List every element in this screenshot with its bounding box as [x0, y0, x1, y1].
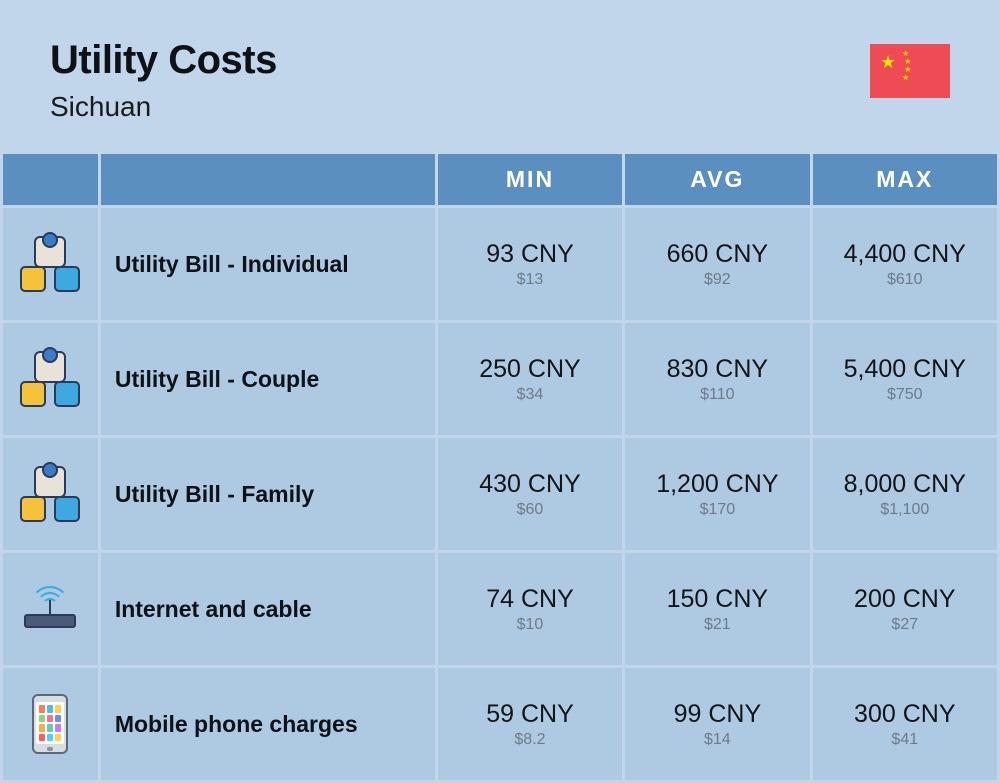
row-label: Utility Bill - Family	[101, 438, 435, 550]
avg-primary: 660 CNY	[625, 240, 809, 269]
max-secondary: $750	[813, 386, 997, 404]
cell-max: 5,400 CNY $750	[813, 323, 997, 435]
table-row: Internet and cable74 CNY $10150 CNY $21200…	[3, 553, 997, 665]
table-row: Utility Bill - Couple250 CNY $34830 CNY $1…	[3, 323, 997, 435]
row-icon-cell	[3, 668, 98, 780]
min-primary: 430 CNY	[438, 470, 622, 499]
avg-primary: 99 CNY	[625, 700, 809, 729]
col-icon	[3, 154, 98, 205]
min-primary: 93 CNY	[438, 240, 622, 269]
min-primary: 59 CNY	[438, 700, 622, 729]
avg-secondary: $110	[625, 386, 809, 404]
avg-secondary: $14	[625, 731, 809, 749]
row-label: Utility Bill - Individual	[101, 208, 435, 320]
cell-avg: 660 CNY $92	[625, 208, 809, 320]
cell-max: 300 CNY $41	[813, 668, 997, 780]
avg-secondary: $21	[625, 616, 809, 634]
col-label	[101, 154, 435, 205]
page-subtitle: Sichuan	[50, 91, 277, 123]
max-secondary: $27	[813, 616, 997, 634]
min-secondary: $60	[438, 501, 622, 519]
col-max: MAX	[813, 154, 997, 205]
max-primary: 8,000 CNY	[813, 470, 997, 499]
row-icon-cell	[3, 323, 98, 435]
cell-min: 250 CNY $34	[438, 323, 622, 435]
max-primary: 300 CNY	[813, 700, 997, 729]
min-secondary: $10	[438, 616, 622, 634]
utility-icon	[20, 466, 80, 522]
avg-primary: 150 CNY	[625, 585, 809, 614]
header: Utility Costs Sichuan ★ ★ ★ ★★	[0, 0, 1000, 151]
cell-avg: 830 CNY $110	[625, 323, 809, 435]
cell-avg: 150 CNY $21	[625, 553, 809, 665]
max-secondary: $41	[813, 731, 997, 749]
avg-secondary: $170	[625, 501, 809, 519]
cell-min: 74 CNY $10	[438, 553, 622, 665]
row-label: Internet and cable	[101, 553, 435, 665]
utility-icon	[20, 236, 80, 292]
table-row: Utility Bill - Family430 CNY $601,200 CNY…	[3, 438, 997, 550]
max-secondary: $1,100	[813, 501, 997, 519]
row-icon-cell	[3, 438, 98, 550]
max-primary: 4,400 CNY	[813, 240, 997, 269]
cell-min: 59 CNY $8.2	[438, 668, 622, 780]
max-secondary: $610	[813, 271, 997, 289]
cell-avg: 99 CNY $14	[625, 668, 809, 780]
cell-min: 430 CNY $60	[438, 438, 622, 550]
min-secondary: $8.2	[438, 731, 622, 749]
phone-icon	[32, 694, 68, 754]
avg-secondary: $92	[625, 271, 809, 289]
china-flag-icon: ★ ★ ★ ★★	[870, 44, 950, 98]
min-secondary: $13	[438, 271, 622, 289]
cell-max: 4,400 CNY $610	[813, 208, 997, 320]
max-primary: 200 CNY	[813, 585, 997, 614]
table-row: Utility Bill - Individual93 CNY $13660 CN…	[3, 208, 997, 320]
min-secondary: $34	[438, 386, 622, 404]
costs-table: MIN AVG MAX Utility Bill - Individual93 …	[0, 151, 1000, 783]
utility-icon	[20, 351, 80, 407]
col-min: MIN	[438, 154, 622, 205]
max-primary: 5,400 CNY	[813, 355, 997, 384]
cell-min: 93 CNY $13	[438, 208, 622, 320]
cell-max: 200 CNY $27	[813, 553, 997, 665]
cell-avg: 1,200 CNY $170	[625, 438, 809, 550]
min-primary: 250 CNY	[438, 355, 622, 384]
row-icon-cell	[3, 553, 98, 665]
table-row: Mobile phone charges59 CNY $8.299 CNY $143…	[3, 668, 997, 780]
col-avg: AVG	[625, 154, 809, 205]
table-header-row: MIN AVG MAX	[3, 154, 997, 205]
avg-primary: 1,200 CNY	[625, 470, 809, 499]
row-label: Mobile phone charges	[101, 668, 435, 780]
page-container: Utility Costs Sichuan ★ ★ ★ ★★ MIN AVG M…	[0, 0, 1000, 776]
router-icon	[20, 584, 80, 634]
cell-max: 8,000 CNY $1,100	[813, 438, 997, 550]
row-icon-cell	[3, 208, 98, 320]
row-label: Utility Bill - Couple	[101, 323, 435, 435]
title-block: Utility Costs Sichuan	[50, 38, 277, 123]
page-title: Utility Costs	[50, 38, 277, 83]
min-primary: 74 CNY	[438, 585, 622, 614]
avg-primary: 830 CNY	[625, 355, 809, 384]
